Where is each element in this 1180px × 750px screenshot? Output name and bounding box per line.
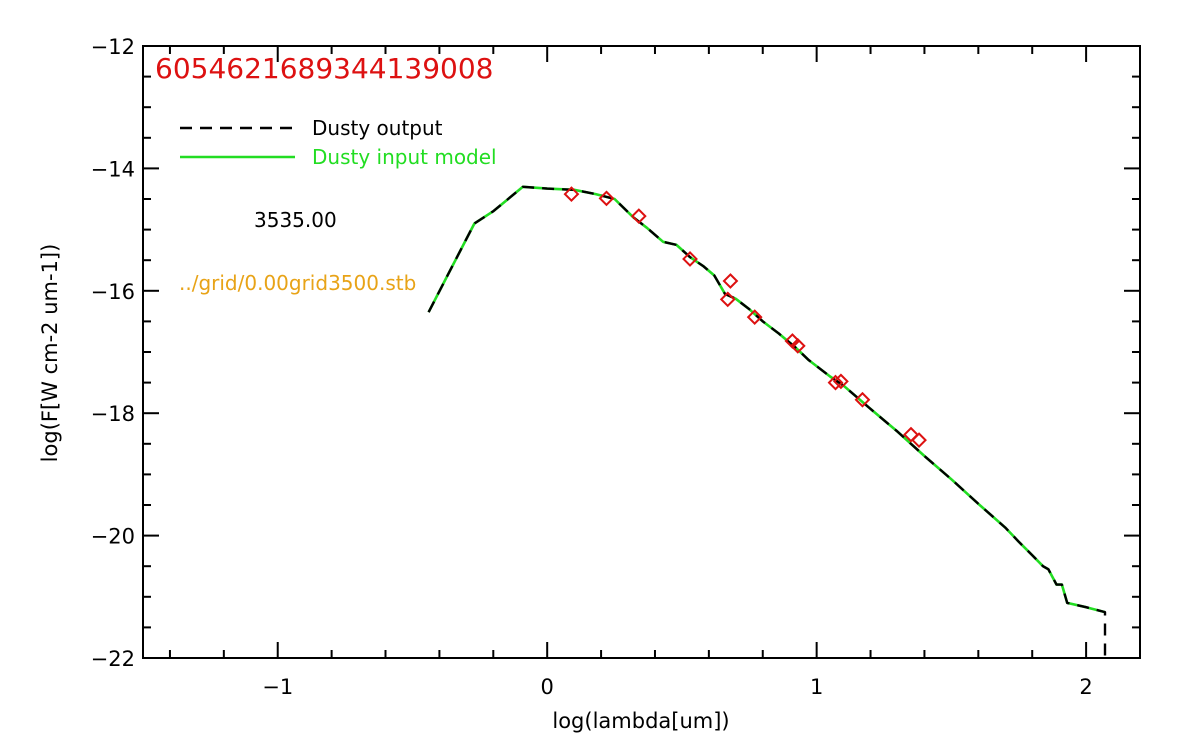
y-tick-label: −18 [91,402,135,426]
photometry-markers [563,186,927,449]
x-tick-label: −1 [262,675,293,699]
y-tick-label: −12 [91,35,135,59]
legend-label-dusty-output: Dusty output [312,116,443,140]
photometry-marker [598,190,615,207]
y-axis-label: log(F[W cm-2 um-1]) [38,244,62,463]
y-tick-label: −22 [91,647,135,671]
photometry-marker [903,426,919,443]
series-line-dusty-output [427,185,1107,658]
x-axis-label: log(lambda[um]) [552,709,729,733]
y-tick-label: −16 [91,280,135,304]
legend-label-dusty-input-model: Dusty input model [312,145,497,169]
series-lines [427,185,1107,658]
photometry-marker [563,186,580,203]
photometry-marker [746,309,763,326]
legend: Dusty output Dusty input model [180,116,497,169]
photometry-marker [832,373,849,390]
y-tick-label: −20 [91,525,135,549]
grid-file-annotation: ../grid/0.00grid3500.stb [179,271,416,295]
x-tick-label: 2 [1079,675,1092,699]
photometry-marker [722,273,739,289]
photometry-marker [789,337,806,354]
x-tick-label: 0 [541,675,554,699]
y-tick-label: −14 [91,157,135,181]
photometry-marker [682,251,698,267]
photometry-marker [854,391,871,408]
photometry-marker [630,208,647,225]
photometry-marker [911,432,927,449]
axis-tick-labels: −1 0 1 2 −22 −20 −18 −16 −14 −12 [91,35,1093,699]
x-tick-label: 1 [810,675,823,699]
axis-ticks [143,45,1141,659]
photometry-marker [719,291,736,308]
photometry-marker [827,374,844,391]
temperature-annotation: 3535.00 [254,208,337,232]
plot-title: 60546216893441390​08 [155,52,493,85]
